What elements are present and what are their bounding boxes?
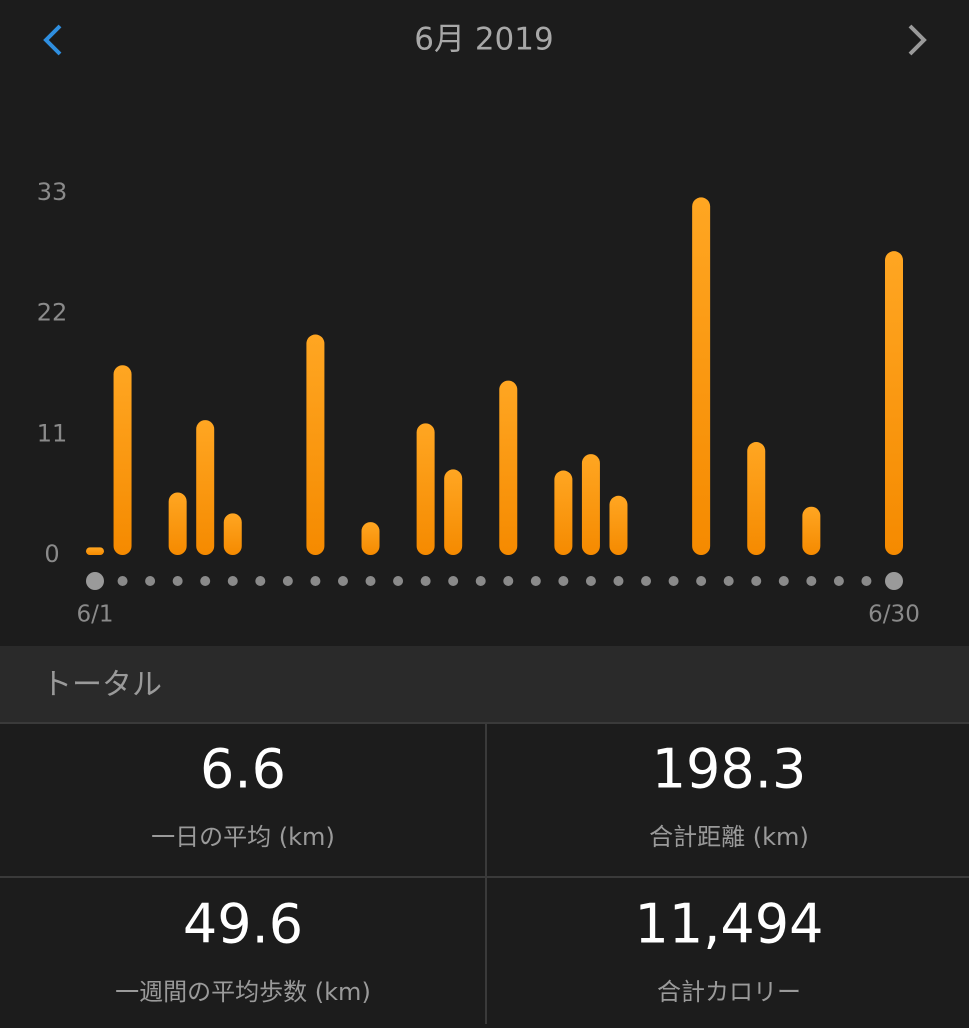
day-dot <box>227 576 238 586</box>
bar <box>802 506 821 555</box>
day-dot <box>778 576 789 586</box>
bar <box>692 197 711 555</box>
y-tick-label: 0 <box>44 540 59 568</box>
y-tick-label: 11 <box>37 419 68 447</box>
day-dot <box>806 576 817 586</box>
section-title: トータル <box>42 668 162 703</box>
stat-value: 11,494 <box>635 893 824 956</box>
day-dot <box>448 576 459 586</box>
section-header <box>0 646 969 723</box>
day-dot <box>365 576 376 586</box>
bar <box>609 495 628 555</box>
y-tick-label: 22 <box>37 299 68 327</box>
bar <box>444 469 463 555</box>
day-dot <box>530 576 541 586</box>
stat-value: 49.6 <box>183 893 303 956</box>
day-dot <box>393 576 404 586</box>
day-dot <box>420 576 431 586</box>
bar <box>416 423 435 555</box>
bar <box>86 547 104 555</box>
day-dot <box>723 576 734 586</box>
day-dot <box>145 576 156 586</box>
bar <box>885 251 903 555</box>
day-dot <box>585 576 596 586</box>
day-dot <box>503 576 514 586</box>
bar <box>361 522 380 555</box>
bar <box>196 420 215 555</box>
bar <box>113 365 132 555</box>
bar <box>306 334 325 555</box>
month-title: 6月 2019 <box>414 22 553 58</box>
day-dot <box>475 576 486 586</box>
day-dot <box>751 576 762 586</box>
day-dot <box>255 576 266 586</box>
day-dot <box>613 576 624 586</box>
stat-label: 一日の平均 (km) <box>151 823 335 851</box>
stat-label: 合計カロリー <box>657 978 801 1006</box>
day-dot <box>696 576 707 586</box>
bar <box>581 454 600 555</box>
day-dot <box>641 576 652 586</box>
day-dot <box>885 572 903 590</box>
day-dot <box>117 576 128 586</box>
next-button[interactable] <box>908 24 927 56</box>
day-dot <box>833 576 844 586</box>
bar <box>499 380 518 555</box>
day-dot <box>282 576 293 586</box>
day-dot <box>86 572 104 590</box>
x-tick-label: 6/1 <box>76 602 113 628</box>
day-dot <box>172 576 183 586</box>
bar <box>223 513 242 555</box>
bar <box>554 470 573 555</box>
day-dot <box>310 576 321 586</box>
stat-label: 一週間の平均歩数 (km) <box>115 978 371 1006</box>
prev-button[interactable] <box>43 24 62 56</box>
day-dot <box>668 576 679 586</box>
x-tick-label: 6/30 <box>868 602 920 628</box>
bar <box>168 492 187 555</box>
day-dot <box>558 576 569 586</box>
y-tick-label: 33 <box>37 178 68 206</box>
stat-label: 合計距離 (km) <box>649 823 809 851</box>
stat-value: 6.6 <box>200 738 286 801</box>
day-dot <box>861 576 872 586</box>
day-dot <box>337 576 348 586</box>
stat-value: 198.3 <box>652 738 807 801</box>
bar <box>747 442 766 555</box>
day-dot <box>200 576 211 586</box>
